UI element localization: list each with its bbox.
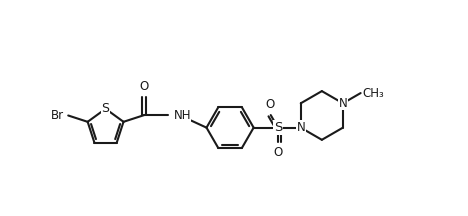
Text: O: O [273,146,283,159]
Text: CH₃: CH₃ [362,87,384,100]
Text: S: S [102,102,110,115]
Text: O: O [265,98,274,111]
Text: O: O [139,80,149,93]
Text: Br: Br [51,109,64,122]
Text: N: N [296,121,305,134]
Text: S: S [274,121,282,134]
Text: N: N [338,97,347,110]
Text: NH: NH [174,109,191,122]
Text: N: N [296,121,305,134]
